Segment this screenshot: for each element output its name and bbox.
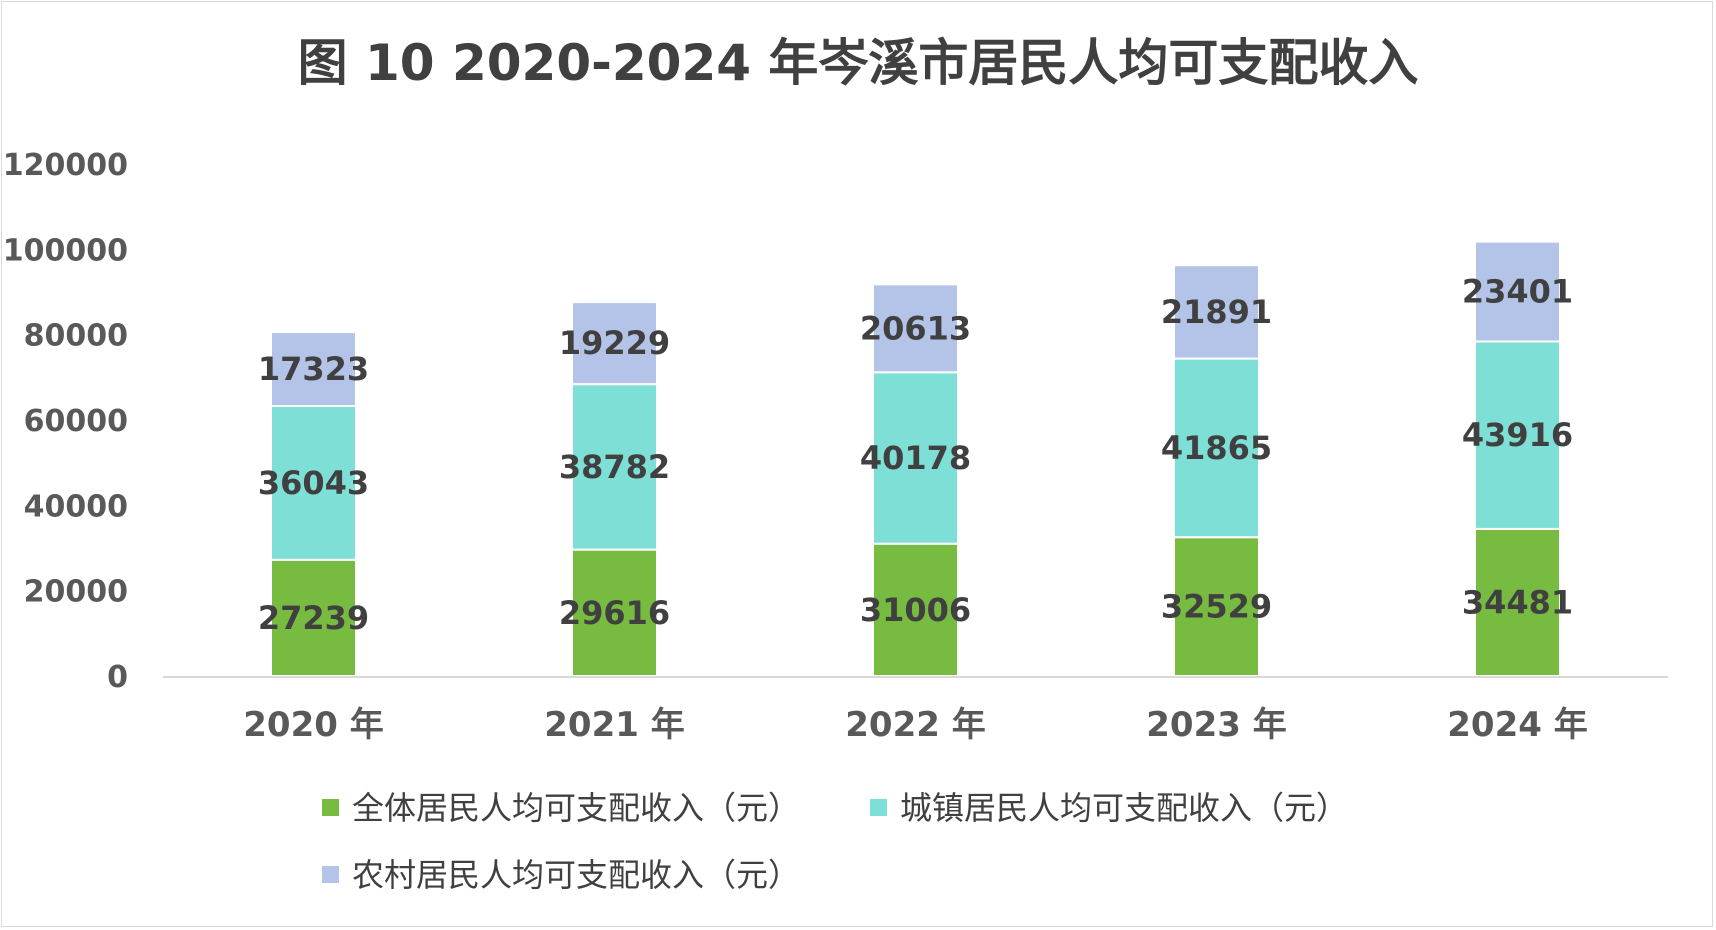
y-tick-label: 20000 — [24, 575, 128, 610]
legend-label: 农村居民人均可支配收入（元） — [352, 856, 800, 894]
data-label: 43916 — [1462, 416, 1573, 454]
legend-label: 城镇居民人均可支配收入（元） — [900, 789, 1348, 827]
bar-segment — [872, 371, 959, 545]
data-label: 20613 — [860, 309, 971, 347]
legend-swatch — [870, 799, 887, 816]
x-tick-label: 2023 年 — [1146, 705, 1286, 745]
y-tick-label: 80000 — [24, 319, 128, 354]
bar-segment — [571, 301, 658, 386]
data-label: 32529 — [1161, 588, 1272, 626]
chart-title: 图 10 2020-2024 年岑溪市居民人均可支配收入 — [298, 34, 1419, 92]
bar-segment — [1173, 536, 1260, 677]
legend-label: 全体居民人均可支配收入（元） — [352, 789, 800, 827]
legend-swatch — [322, 866, 339, 883]
legend: 全体居民人均可支配收入（元） 城镇居民人均可支配收入（元） 农村居民人均可支配收入（… — [322, 789, 1348, 894]
bar-segment — [571, 383, 658, 551]
y-tick-label: 100000 — [3, 233, 128, 268]
data-label: 34481 — [1462, 583, 1573, 621]
y-axis: 0 20000 40000 60000 80000 100000 120000 — [3, 148, 128, 695]
data-label: 41865 — [1161, 429, 1272, 467]
y-tick-label: 0 — [107, 660, 128, 695]
bar-segment — [872, 542, 959, 678]
data-label: 19229 — [559, 324, 670, 362]
data-label: 36043 — [258, 464, 369, 502]
bar-segment — [1474, 340, 1561, 530]
bar-segment — [1474, 240, 1561, 343]
data-label: 23401 — [1462, 273, 1573, 311]
x-tick-label: 2022 年 — [845, 705, 985, 745]
y-tick-label: 40000 — [24, 489, 128, 524]
x-tick-label: 2024 年 — [1447, 705, 1587, 745]
data-label: 17323 — [258, 350, 369, 388]
bar-segment — [872, 283, 959, 374]
legend-swatch — [322, 799, 339, 816]
bar-segment — [270, 331, 357, 407]
y-tick-label: 60000 — [24, 404, 128, 439]
data-label: 29616 — [559, 594, 670, 632]
x-tick-label: 2021 年 — [544, 705, 684, 745]
bar-segment — [1173, 357, 1260, 539]
data-label: 27239 — [258, 599, 369, 637]
x-tick-label: 2020 年 — [243, 705, 383, 745]
bars: 27239 36043 17323 29616 38782 19229 31006 40178… — [258, 240, 1573, 678]
data-label: 38782 — [559, 448, 670, 486]
bar-segment — [270, 558, 357, 678]
data-label: 21891 — [1161, 293, 1272, 331]
bar-segment — [1173, 264, 1260, 360]
data-label: 31006 — [860, 591, 971, 629]
data-label: 40178 — [860, 439, 971, 477]
y-tick-label: 120000 — [3, 148, 128, 183]
x-axis: 2020 年 2021 年 2022 年 2023 年 2024 年 — [243, 705, 1587, 745]
